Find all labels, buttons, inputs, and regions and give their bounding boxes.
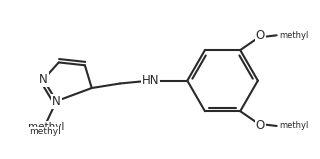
Text: O: O bbox=[255, 29, 265, 42]
Text: N: N bbox=[39, 73, 48, 86]
Text: methyl: methyl bbox=[279, 31, 308, 40]
Text: O: O bbox=[255, 119, 265, 132]
Text: HN: HN bbox=[141, 74, 159, 86]
Text: methyl: methyl bbox=[28, 122, 64, 132]
Text: methyl: methyl bbox=[29, 127, 61, 136]
Text: methyl: methyl bbox=[279, 121, 308, 131]
Text: N: N bbox=[52, 95, 61, 108]
